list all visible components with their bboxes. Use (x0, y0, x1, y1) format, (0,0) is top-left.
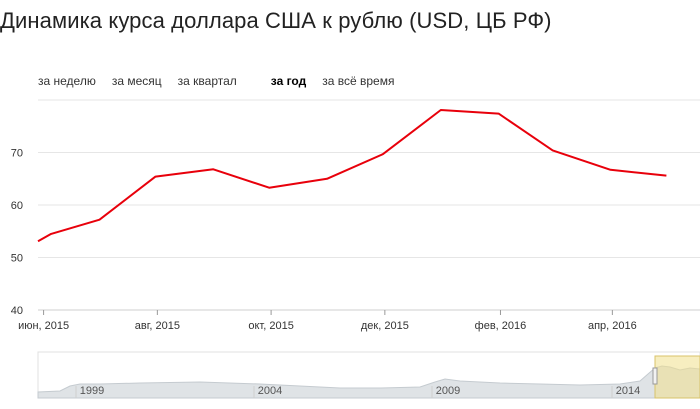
navigator-year-label: 2004 (258, 385, 282, 397)
y-tick-label: 50 (11, 253, 23, 265)
navigator-selection (654, 355, 700, 399)
period-month-link[interactable]: за месяц (111, 74, 162, 88)
navigator-year-label: 2009 (436, 385, 460, 397)
y-tick-label: 70 (11, 148, 23, 160)
time-navigator[interactable]: 1999 2004 2009 2014 (37, 351, 700, 399)
series-line (37, 109, 667, 243)
x-axis: июн, 2015 авг, 2015 окт, 2015 дек, 2015 фев,… (18, 309, 700, 332)
period-quarter-link[interactable]: за квартал (177, 74, 237, 88)
page-title: Динамика курса доллара США к рублю (USD,… (0, 8, 552, 33)
x-tick-label: авг, 2015 (135, 320, 180, 332)
period-selector: за неделю за месяц за квартал за год за … (38, 74, 410, 88)
navigator-year-label: 1999 (80, 385, 104, 397)
period-year-link[interactable]: за год (270, 74, 307, 88)
usd-rub-line (37, 109, 667, 243)
x-tick-label: дек, 2015 (361, 320, 409, 332)
y-tick-label: 60 (11, 200, 23, 212)
navigator-year-label: 2014 (616, 385, 640, 397)
period-week-link[interactable]: за неделю (38, 74, 96, 88)
x-tick-label: июн, 2015 (18, 320, 69, 332)
x-tick-label: окт, 2015 (248, 320, 293, 332)
x-tick-label: апр, 2016 (588, 320, 637, 332)
grid-lines (38, 99, 700, 311)
navigator-handle (652, 367, 658, 385)
y-axis: 40 50 60 70 (11, 148, 23, 318)
period-all-time-link[interactable]: за всё время (322, 74, 395, 88)
y-tick-label: 40 (11, 305, 23, 317)
x-tick-label: фев, 2016 (475, 320, 527, 332)
